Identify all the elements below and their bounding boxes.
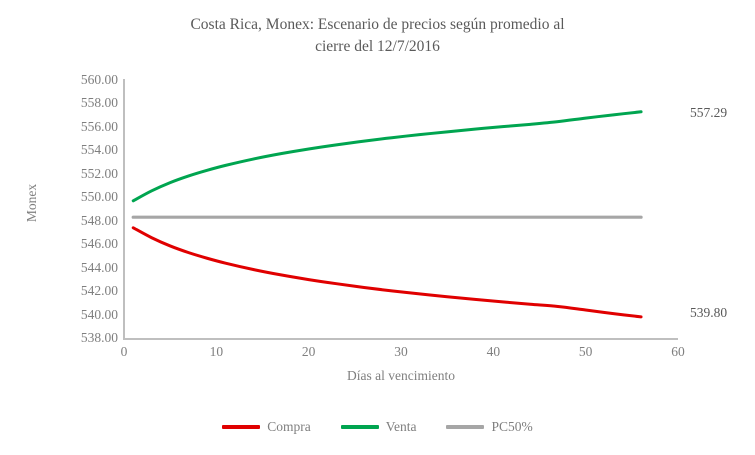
legend-item-compra[interactable]: Compra (222, 419, 311, 435)
y-tick-label: 558.00 (80, 95, 118, 111)
y-tick-label: 550.00 (80, 189, 118, 205)
x-axis-tick-labels: 0 10 20 30 40 50 60 (0, 344, 755, 368)
venta-end-value-label: 557.29 (690, 105, 728, 120)
x-tick-label: 50 (578, 344, 593, 359)
x-tick-label: 60 (671, 344, 685, 359)
chart-legend: Compra Venta PC50% (0, 415, 755, 439)
y-tick-label: 560.00 (80, 72, 118, 87)
legend-item-venta[interactable]: Venta (340, 419, 417, 435)
y-tick-label: 552.00 (80, 165, 118, 181)
y-tick-label: 554.00 (80, 142, 118, 158)
compra-end-value-label: 539.80 (690, 305, 728, 320)
x-tick-label: 40 (486, 344, 501, 359)
y-tick-label: 540.00 (80, 306, 118, 322)
y-tick-label: 548.00 (80, 212, 118, 228)
legend-swatch-icon (340, 425, 379, 429)
chart-title-line-1: Costa Rica, Monex: Escenario de precios … (190, 16, 565, 33)
y-tick-label: 546.00 (80, 236, 118, 252)
y-axis-title: Monex (24, 183, 39, 223)
legend-item-pc50[interactable]: PC50% (446, 419, 533, 435)
y-tick-label: 544.00 (80, 259, 118, 275)
legend-swatch-icon (446, 425, 485, 429)
x-axis-line (123, 338, 678, 340)
legend-label: PC50% (491, 419, 533, 434)
x-tick-label: 30 (394, 344, 408, 359)
x-axis-title: Días al vencimiento (347, 368, 455, 383)
y-tick-label: 556.00 (80, 118, 118, 134)
y-axis-tick-labels: 538.00 540.00 542.00 544.00 546.00 548.00 550.… (42, 0, 118, 455)
x-tick-label: 0 (120, 344, 128, 359)
x-tick-label: 10 (209, 344, 224, 359)
chart-title: Costa Rica, Monex: Escenario de precios … (60, 14, 695, 58)
y-axis-line (123, 79, 125, 339)
y-tick-label: 538.00 (80, 330, 118, 345)
legend-label: Venta (385, 419, 417, 434)
x-tick-label: 20 (301, 344, 316, 359)
legend-swatch-icon (222, 425, 261, 429)
legend-label: Compra (267, 419, 311, 434)
series-line-compra (131, 226, 643, 319)
chart-title-line-2: cierre del 12/7/2016 (315, 38, 440, 55)
series-line-venta (131, 110, 643, 203)
y-tick-label: 542.00 (80, 283, 118, 299)
